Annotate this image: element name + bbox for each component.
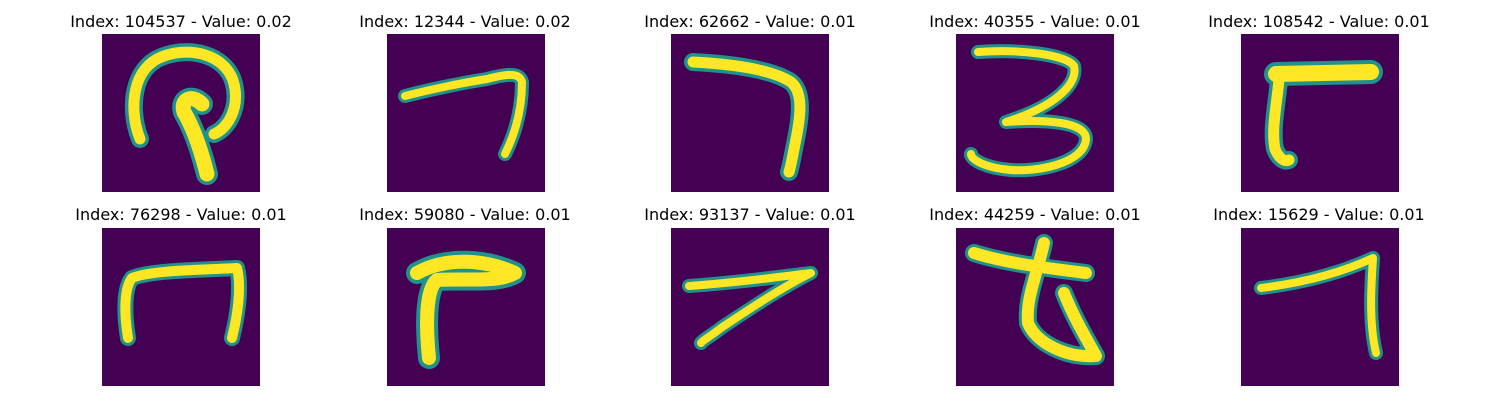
panel-title: Index: 12344 - Value: 0.02 <box>359 12 571 31</box>
handwritten-seven <box>406 250 526 369</box>
panel-title: Index: 44259 - Value: 0.01 <box>929 205 1141 224</box>
digit-image-40355 <box>956 34 1114 192</box>
panel-title: Index: 15629 - Value: 0.01 <box>1213 205 1425 224</box>
digit-image-104537 <box>102 34 260 192</box>
digit-image-12344 <box>387 34 545 192</box>
handwritten-seven <box>684 53 809 181</box>
digit-image-62662 <box>671 34 829 192</box>
panel-title: Index: 76298 - Value: 0.01 <box>75 205 287 224</box>
handwritten-crossed-loop <box>965 234 1105 366</box>
panel-title: Index: 104537 - Value: 0.02 <box>70 12 292 31</box>
handwritten-seven <box>1264 60 1383 170</box>
handwritten-three <box>964 44 1093 178</box>
handwritten-seven <box>398 67 529 161</box>
panel-title: Index: 62662 - Value: 0.01 <box>644 12 856 31</box>
handwritten-hooked-stroke <box>124 43 245 185</box>
digit-image-93137 <box>671 228 829 386</box>
digit-image-15629 <box>1241 228 1399 386</box>
handwritten-arch <box>117 260 248 346</box>
handwritten-seven <box>682 266 818 350</box>
digit-image-108542 <box>1241 34 1399 192</box>
digit-image-76298 <box>102 228 260 386</box>
digit-image-44259 <box>956 228 1114 386</box>
panel-title: Index: 93137 - Value: 0.01 <box>644 205 856 224</box>
digit-image-59080 <box>387 228 545 386</box>
panel-title: Index: 108542 - Value: 0.01 <box>1208 12 1430 31</box>
panel-title: Index: 59080 - Value: 0.01 <box>359 205 571 224</box>
handwritten-seven <box>1254 251 1383 360</box>
panel-title: Index: 40355 - Value: 0.01 <box>929 12 1141 31</box>
